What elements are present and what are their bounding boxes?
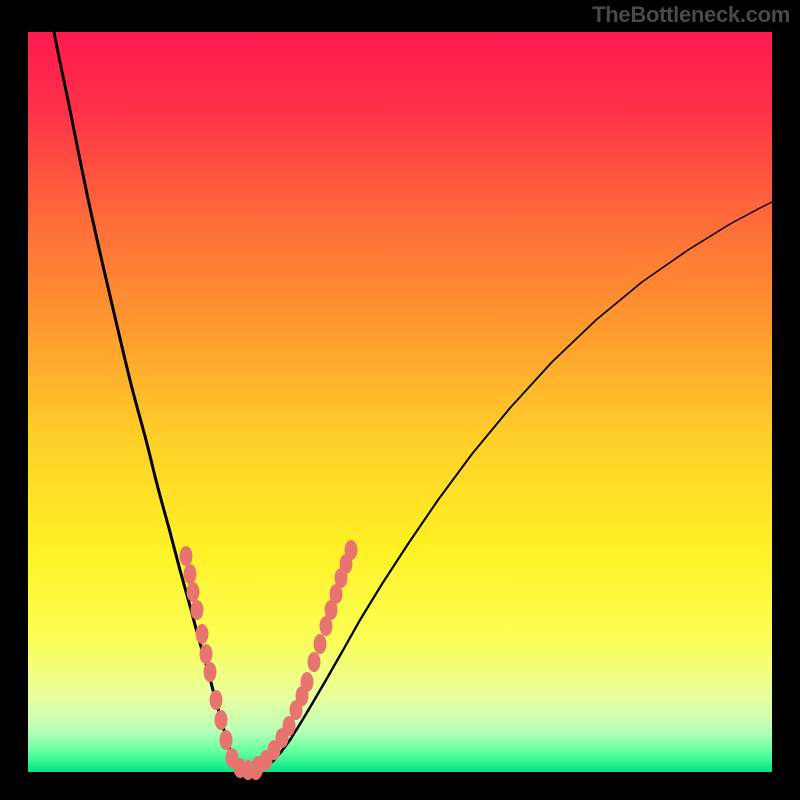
watermark-text: TheBottleneck.com xyxy=(592,2,790,28)
chart-stage: TheBottleneck.com xyxy=(0,0,800,800)
markers-bottom xyxy=(234,758,263,780)
bottleneck-chart xyxy=(0,0,800,800)
plot-background xyxy=(28,32,772,772)
